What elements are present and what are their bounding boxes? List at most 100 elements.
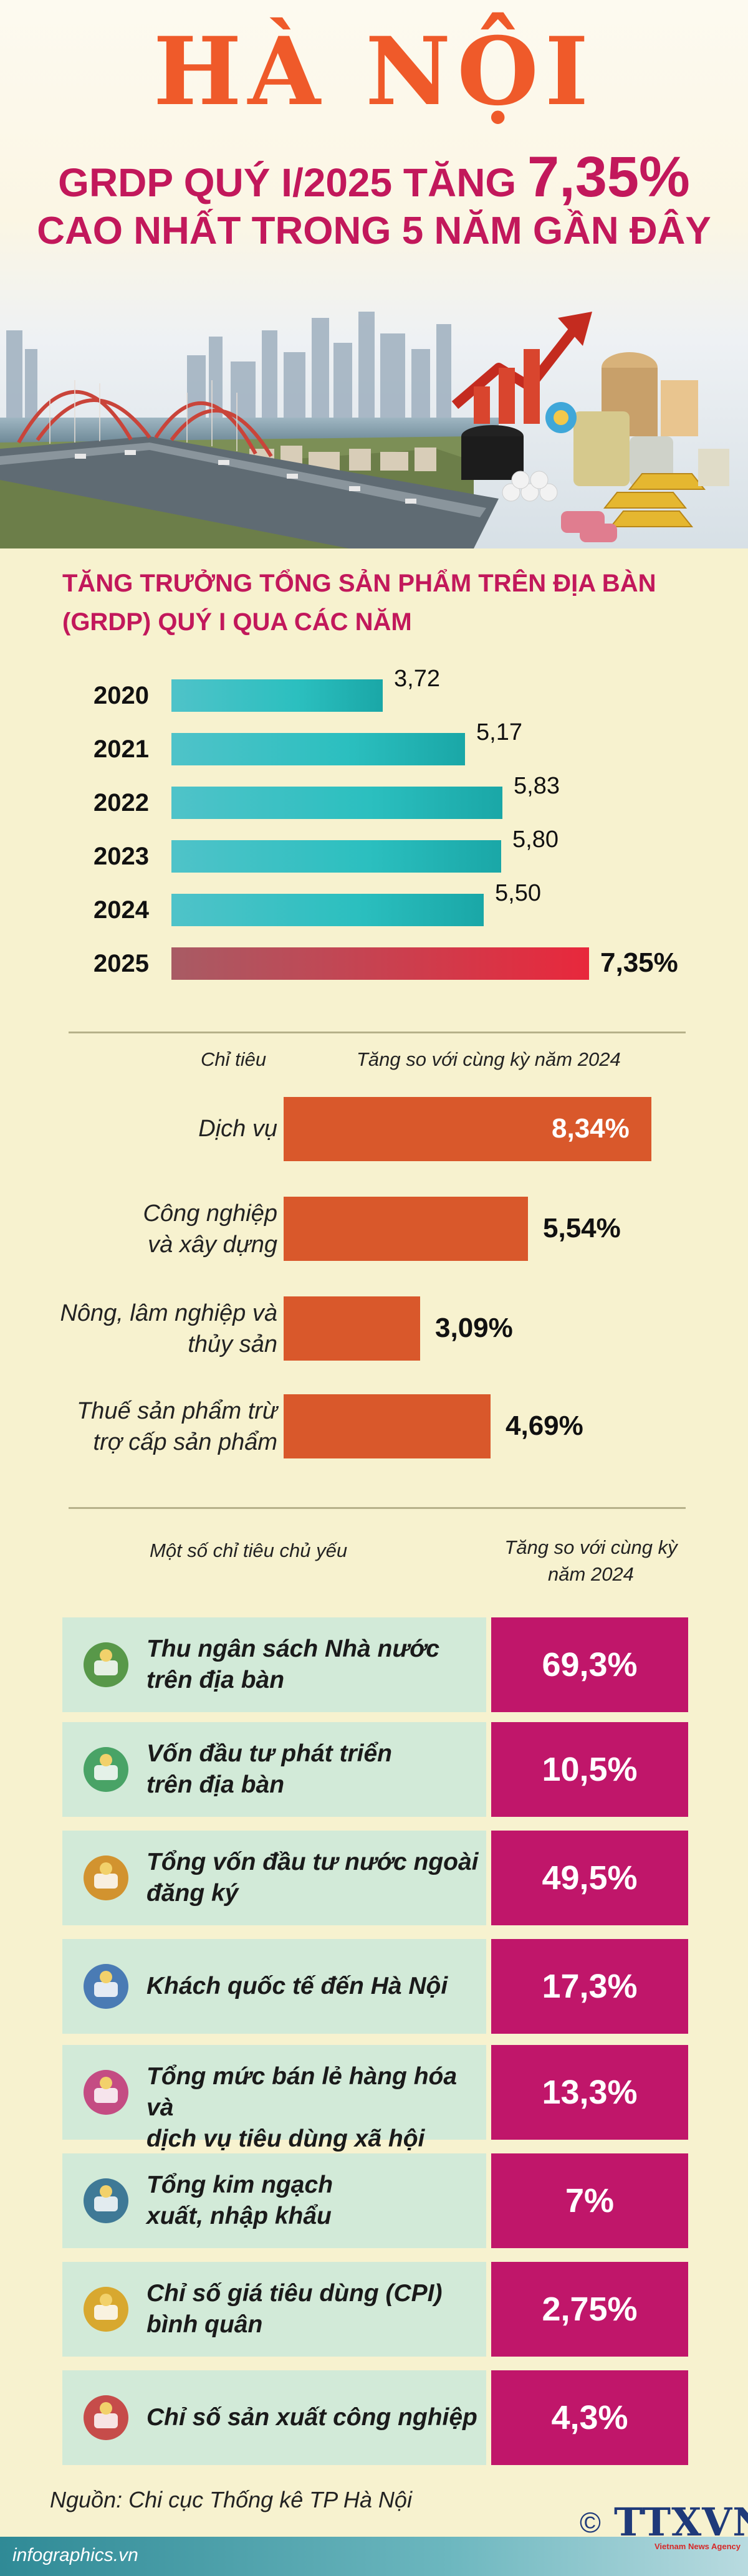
sector-label: Dịch vụ <box>198 1113 277 1144</box>
indicator-value: 69,3% <box>491 1617 688 1712</box>
grdp-bar <box>171 787 502 819</box>
sector-value-label: 5,54% <box>543 1213 621 1243</box>
cash-hand-icon <box>78 1741 134 1798</box>
year-label: 2021 <box>94 735 149 763</box>
indicator-label: Thu ngân sách Nhà nước trên địa bàn <box>146 1634 483 1696</box>
grdp-chart-title: TĂNG TRƯỞNG TỔNG SẢN PHẨM TRÊN ĐỊA BÀN (… <box>62 564 711 641</box>
sector-bar <box>284 1197 528 1261</box>
indicator-label-line: xuất, nhập khẩu <box>146 2203 332 2229</box>
main-title: HÀ NỘI <box>153 17 595 127</box>
indicator-value: 49,5% <box>491 1831 688 1925</box>
indicator-label-line: Tổng mức bán lẻ hàng hóa và <box>146 2063 458 2121</box>
sector-bar <box>284 1097 651 1161</box>
sector-col-left: Chỉ tiêu <box>201 1048 267 1070</box>
indicator-label: Khách quốc tế đến Hà Nội <box>146 1971 483 2002</box>
indicator-row <box>62 2153 486 2248</box>
sector-label-line: Dịch vụ <box>198 1116 277 1142</box>
divider-1 <box>69 1032 686 1033</box>
indicator-row <box>62 2262 486 2357</box>
grdp-value-label: 7,35% <box>600 947 678 978</box>
indicator-label-line: trên địa bàn <box>146 1771 285 1798</box>
indicator-label: Chỉ số sản xuất công nghiệp <box>146 2402 483 2433</box>
footer-bar <box>0 2537 748 2576</box>
grdp-chart-title-line2: (GRDP) QUÝ I QUA CÁC NĂM <box>62 608 412 636</box>
sector-label: Thuế sản phẩm trừ trợ cấp sản phẩm <box>77 1396 277 1458</box>
ttxvn-logo: TTXVN <box>614 2499 748 2545</box>
indicator-label-line: dịch vụ tiêu dùng xã hội <box>146 2125 425 2152</box>
sector-col-right: Tăng so với cùng kỳ năm 2024 <box>357 1048 621 1070</box>
subtitle-prefix: GRDP QUÝ I/2025 TĂNG <box>58 160 517 205</box>
indicator-label-line: Thu ngân sách Nhà nước <box>146 1635 440 1662</box>
grdp-value-label: 5,80 <box>512 826 559 853</box>
subtitle-line2: CAO NHẤT TRONG 5 NĂM GẦN ĐÂY <box>37 209 711 252</box>
indicator-row <box>62 1722 486 1817</box>
city-bridge-illustration <box>0 312 729 548</box>
grdp-bar <box>171 894 484 926</box>
price-cycle-icon <box>78 2281 134 2337</box>
sector-label-line: thủy sản <box>188 1331 277 1357</box>
indicator-row <box>62 2370 486 2465</box>
sector-value-label: 4,69% <box>506 1410 583 1441</box>
sector-bar <box>284 1394 491 1458</box>
port-crane-icon <box>78 2173 134 2229</box>
year-label: 2022 <box>94 789 149 816</box>
indicator-label-line: đăng ký <box>146 1880 239 1907</box>
sector-bar <box>284 1296 420 1361</box>
indicator-value: 13,3% <box>491 2045 688 2140</box>
indicator-value: 10,5% <box>491 1722 688 1817</box>
indicator-label-line: bình quân <box>146 2311 263 2338</box>
subtitle-highlight: 7,35% <box>527 145 690 209</box>
grdp-bar <box>171 733 465 765</box>
indicator-row <box>62 2045 486 2140</box>
grdp-value-label: 5,17 <box>476 719 522 745</box>
subtitle-line1: GRDP QUÝ I/2025 TĂNG 7,35% <box>0 145 748 210</box>
indicator-label: Tổng mức bán lẻ hàng hóa và dịch vụ tiêu … <box>146 2061 483 2155</box>
sector-label-line: Nông, lâm nghiệp và <box>60 1300 277 1326</box>
year-label: 2020 <box>94 682 149 709</box>
sector-value-label: 8,34% <box>552 1113 630 1144</box>
ttxvn-logo-sub: Vietnam News Agency <box>654 2542 741 2551</box>
grdp-value-label: 5,83 <box>514 773 560 799</box>
year-label: 2024 <box>94 896 149 924</box>
indicator-label-line: trên địa bàn <box>146 1667 285 1693</box>
grdp-bar <box>171 947 589 980</box>
money-bag-icon <box>78 1637 134 1693</box>
sector-label-line: và xây dựng <box>148 1232 277 1258</box>
indicator-label: Vốn đầu tư phát triển trên địa bàn <box>146 1738 483 1801</box>
copyright-icon: © <box>580 2506 601 2539</box>
traveler-icon <box>78 1958 134 2014</box>
indicator-col-left: Một số chỉ tiêu chủ yếu <box>150 1539 348 1561</box>
sector-label-line: Công nghiệp <box>143 1200 277 1227</box>
indicator-row <box>62 1831 486 1925</box>
indicator-label-line: Vốn đầu tư phát triển <box>146 1740 392 1767</box>
grdp-value-label: 5,50 <box>495 880 541 906</box>
grdp-bar <box>171 840 501 873</box>
divider-2 <box>69 1507 686 1509</box>
factory-icon <box>78 2390 134 2446</box>
shopping-cart-icon <box>78 2064 134 2120</box>
sector-label: Công nghiệp và xây dựng <box>143 1198 277 1260</box>
globe-coins-icon <box>78 1850 134 1906</box>
source-note: Nguồn: Chi cục Thống kê TP Hà Nội <box>50 2487 412 2512</box>
indicator-value: 2,75% <box>491 2262 688 2357</box>
indicator-value: 17,3% <box>491 1939 688 2034</box>
header: HÀ NỘI GRDP QUÝ I/2025 TĂNG 7,35% CAO NH… <box>0 0 748 548</box>
indicator-col-right-1: Tăng so với cùng kỳ <box>504 1536 678 1558</box>
grdp-value-label: 3,72 <box>394 666 440 692</box>
indicator-label: Tổng vốn đầu tư nước ngoài đăng ký <box>146 1847 483 1909</box>
indicator-label-line: Chỉ số sản xuất công nghiệp <box>146 2404 477 2431</box>
sector-value-label: 3,09% <box>435 1313 513 1343</box>
indicator-label-line: Tổng kim ngạch <box>146 2171 333 2198</box>
year-label: 2023 <box>94 843 149 870</box>
sector-label-line: trợ cấp sản phẩm <box>93 1429 277 1455</box>
sector-label-line: Thuế sản phẩm trừ <box>77 1398 277 1424</box>
indicator-value: 7% <box>491 2153 688 2248</box>
indicator-label-line: Khách quốc tế đến Hà Nội <box>146 1973 448 1999</box>
grdp-bar <box>171 679 383 712</box>
indicator-col-right-2: năm 2024 <box>548 1563 634 1585</box>
indicator-value: 4,3% <box>491 2370 688 2465</box>
year-label: 2025 <box>94 950 149 977</box>
indicator-label-line: Chỉ số giá tiêu dùng (CPI) <box>146 2280 443 2307</box>
indicator-row <box>62 1939 486 2034</box>
footer-website: infographics.vn <box>12 2545 138 2565</box>
